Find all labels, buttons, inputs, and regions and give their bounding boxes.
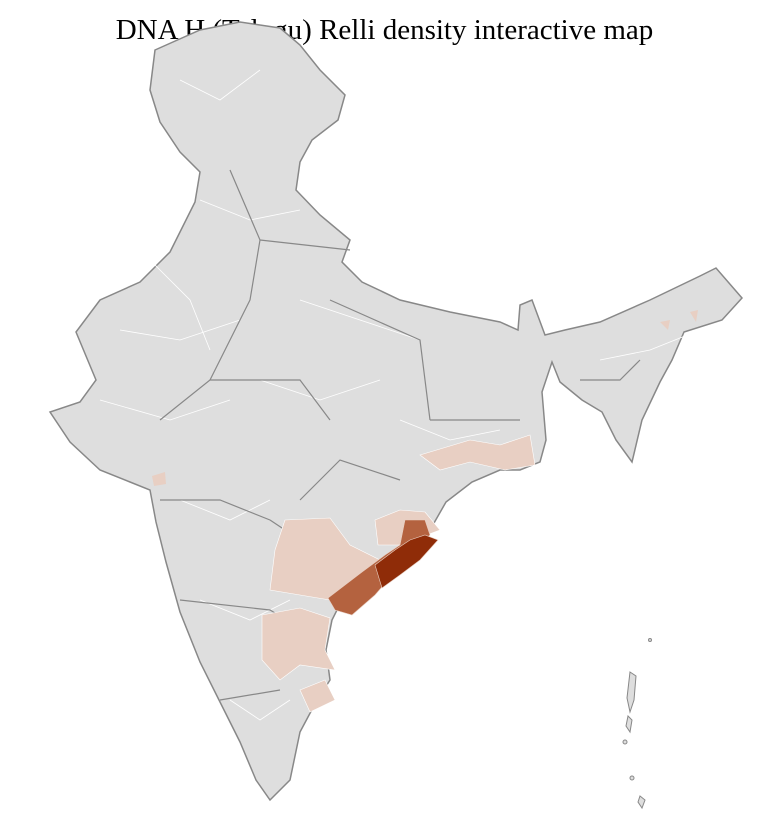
density-regions[interactable]: [152, 310, 698, 713]
low-density-region-tamilnadu[interactable]: [299, 679, 336, 713]
district-borders: [99, 69, 701, 721]
low-density-region-northeast[interactable]: [660, 310, 698, 330]
andaman-nicobar-islands[interactable]: [622, 638, 652, 810]
india-landmass[interactable]: [48, 21, 744, 802]
state-borders: [159, 169, 641, 701]
low-density-region-rayalaseema[interactable]: [261, 607, 336, 681]
low-density-region-gujarat[interactable]: [152, 472, 166, 486]
low-density-region-bengal-jharkhand[interactable]: [419, 434, 536, 471]
high-density-region[interactable]: [374, 534, 439, 589]
